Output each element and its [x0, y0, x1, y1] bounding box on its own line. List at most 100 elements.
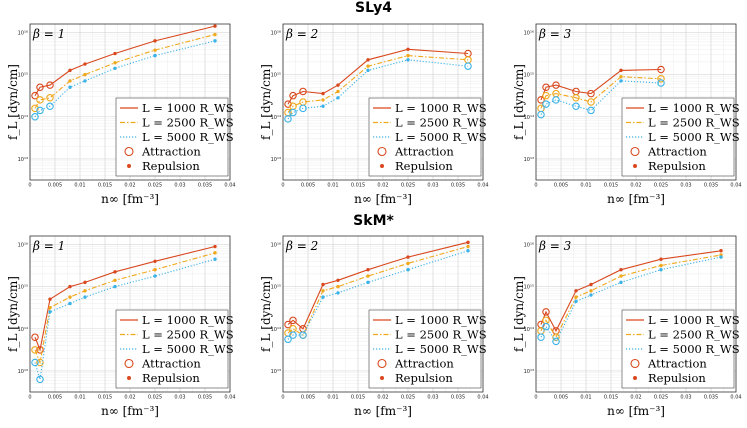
repulsion-point — [336, 89, 340, 94]
x-tick-label: 0.01 — [74, 395, 85, 401]
repulsion-point — [336, 278, 340, 282]
panel-label: β = 3 — [538, 27, 572, 41]
y-tick-label: 10¹⁴ — [524, 327, 534, 333]
repulsion-point — [619, 274, 623, 278]
chart-skm-beta3: 0 0.005 0.01 0.015 0.02 0.025 0.03 0.035 0.04 10¹… — [512, 235, 742, 418]
chart-sly4-beta1: 0 0.005 0.01 0.015 0.02 0.025 0.03 0.035 0.04 10¹… — [6, 23, 236, 206]
y-tick-label: 10¹⁶ — [524, 30, 534, 36]
y-tick-label: 10¹⁵ — [524, 285, 534, 291]
series-line — [34, 25, 216, 96]
attraction-point — [289, 316, 297, 325]
repulsion-point — [619, 75, 623, 79]
y-tick-label: 10¹³ — [524, 157, 534, 163]
repulsion-point — [68, 284, 72, 289]
x-tick-label: 0 — [534, 395, 537, 401]
y-tick-label: 10¹⁵ — [18, 285, 28, 291]
repulsion-point — [153, 48, 157, 52]
attraction-point — [299, 87, 307, 96]
attraction-point — [31, 333, 39, 341]
x-tick-label: 0.025 — [401, 183, 415, 189]
repulsion-point — [406, 255, 410, 259]
repulsion-point — [68, 295, 72, 299]
plot-frame — [535, 235, 737, 393]
repulsion-point — [466, 244, 470, 249]
series-line — [34, 245, 216, 352]
legend-repulsion-swatch — [127, 164, 131, 168]
legend-box — [115, 97, 229, 177]
x-axis-label: n∞ [fm⁻³] — [354, 404, 412, 418]
attraction-point — [537, 96, 545, 104]
attraction-point — [299, 104, 307, 113]
repulsion-point — [213, 32, 217, 37]
row-title-skm: SkM* — [353, 213, 394, 229]
repulsion-point — [113, 66, 117, 70]
plot-frame — [29, 235, 231, 393]
repulsion-point — [213, 257, 217, 261]
repulsion-point — [83, 280, 87, 285]
legend-attraction-swatch — [377, 358, 387, 369]
panel-label: β = 1 — [32, 27, 65, 41]
x-tick-label: 0.025 — [654, 395, 668, 401]
attraction-point — [284, 335, 292, 344]
x-tick-label: 0.015 — [351, 183, 365, 189]
x-tick-label: 0.04 — [477, 395, 488, 401]
x-axis-label: n∞ [fm⁻³] — [101, 404, 159, 418]
repulsion-point — [719, 249, 723, 253]
series-line — [34, 258, 216, 380]
attraction-point — [537, 110, 545, 119]
x-tick-label: 0.025 — [654, 183, 668, 189]
y-tick-label: 10¹⁴ — [524, 115, 534, 121]
repulsion-point — [153, 268, 157, 272]
panel-label: β = 1 — [32, 239, 65, 253]
repulsion-point — [466, 249, 470, 253]
x-tick-label: 0 — [281, 183, 284, 189]
x-axis-label: n∞ [fm⁻³] — [354, 192, 412, 206]
attraction-point — [657, 79, 665, 87]
y-tick-label: 10¹⁴ — [271, 327, 281, 333]
repulsion-point — [213, 24, 217, 28]
y-tick-label: 10¹⁵ — [524, 73, 534, 79]
series-line — [287, 48, 469, 105]
x-tick-label: 0.04 — [730, 395, 741, 401]
attraction-point — [299, 331, 307, 339]
plot-frame — [535, 23, 737, 181]
legend-entry: L = 5000 R_WS — [395, 130, 487, 144]
x-tick-label: 0.035 — [704, 183, 718, 189]
attraction-point — [36, 375, 44, 384]
chart-skm-beta2: 0 0.005 0.01 0.015 0.02 0.025 0.03 0.035 0.04 10¹… — [259, 235, 489, 418]
repulsion-point — [574, 295, 578, 299]
x-axis-label: n∞ [fm⁻³] — [607, 192, 665, 206]
x-axis-label: n∞ [fm⁻³] — [101, 192, 159, 206]
x-tick-label: 0.03 — [680, 395, 691, 401]
attraction-point — [36, 96, 44, 104]
repulsion-point — [213, 251, 217, 255]
repulsion-point — [113, 270, 117, 274]
x-tick-label: 0 — [28, 395, 31, 401]
attraction-point — [284, 100, 292, 108]
y-axis-label: f_L [dyn/cm] — [259, 64, 273, 140]
repulsion-point — [68, 301, 72, 306]
legend-entry: L = 1000 R_WS — [395, 101, 487, 115]
legend-repulsion-swatch — [380, 376, 384, 380]
attraction-point — [46, 102, 54, 110]
attraction-point — [587, 98, 595, 106]
repulsion-point — [336, 96, 340, 100]
attraction-point — [289, 91, 297, 100]
x-tick-label: 0.04 — [224, 395, 235, 401]
y-tick-label: 10¹⁶ — [271, 242, 281, 248]
x-tick-label: 0.005 — [554, 183, 568, 189]
attraction-point — [542, 322, 550, 331]
y-tick-label: 10¹⁶ — [271, 30, 281, 36]
series-line — [34, 252, 216, 365]
attraction-point — [572, 102, 580, 110]
y-tick-label: 10¹⁴ — [18, 115, 28, 121]
repulsion-point — [366, 280, 370, 285]
attraction-point — [289, 108, 297, 117]
series-line — [287, 245, 469, 336]
attraction-point — [36, 346, 44, 354]
legend-entry: L = 5000 R_WS — [648, 130, 740, 144]
repulsion-point — [153, 39, 157, 43]
legend-entry: Repulsion — [142, 159, 200, 173]
repulsion-point — [619, 79, 623, 83]
attraction-point — [46, 94, 54, 102]
